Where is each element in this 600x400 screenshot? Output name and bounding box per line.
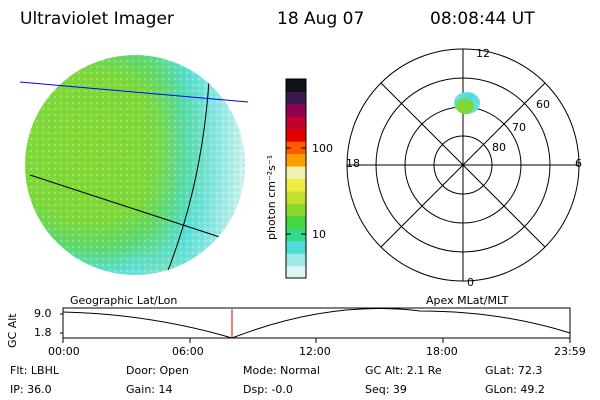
info-ip: IP: 36.0	[10, 383, 52, 396]
color-bar-segment	[286, 253, 306, 267]
color-bar-segment	[286, 228, 306, 242]
time-tick-1800: 18:00	[426, 345, 458, 358]
info-gc-alt: GC Alt: 2.1 Re	[365, 364, 442, 377]
info-filter: Flt: LBHL	[10, 364, 59, 377]
color-bar-segment	[286, 91, 306, 105]
lat-label-60: 60	[536, 98, 550, 111]
time-tick-2359: 23:59	[554, 345, 586, 358]
color-bar-segment	[286, 79, 306, 92]
lat-label-70: 70	[512, 121, 526, 134]
polar-plot	[346, 48, 580, 282]
latitude-line	[29, 174, 239, 244]
instrument-title: Ultraviolet Imager	[20, 9, 174, 29]
geographic-disk	[19, 55, 249, 275]
altitude-curve	[62, 308, 571, 339]
colorbar-tick-100: 100	[312, 142, 333, 155]
color-bar-segment	[286, 153, 306, 167]
auroral-blob	[454, 92, 480, 114]
mlt-label-0: 0	[467, 276, 474, 289]
altitude-tick-low: 1.8	[34, 326, 52, 339]
info-seq: Seq: 39	[365, 383, 407, 396]
info-glon: GLon: 49.2	[485, 383, 545, 396]
color-bar-segment	[286, 103, 306, 117]
colorbar-tick-10: 10	[312, 228, 326, 241]
time-tick-0600: 06:00	[172, 345, 204, 358]
info-mode: Mode: Normal	[243, 364, 320, 377]
colorbar-unit-label: photon cm⁻²s⁻¹	[265, 154, 278, 240]
info-gain: Gain: 14	[126, 383, 173, 396]
time-label: 08:08:44 UT	[430, 9, 535, 29]
date-label: 18 Aug 07	[277, 9, 365, 29]
info-dsp: Dsp: -0.0	[243, 383, 293, 396]
color-bar-ticks	[286, 147, 306, 235]
mlt-label-6: 6	[575, 157, 582, 170]
lat-label-80: 80	[492, 141, 506, 154]
time-tick-0000: 00:00	[48, 345, 80, 358]
info-door: Door: Open	[126, 364, 189, 377]
color-bar-segment	[286, 166, 306, 179]
color-bar-segment	[286, 190, 306, 204]
mlt-label-18: 18	[346, 157, 360, 170]
color-bar-segment	[286, 178, 306, 192]
color-bar-segment	[286, 116, 306, 130]
altitude-strip-frame	[60, 307, 571, 343]
color-bar-frame	[285, 78, 307, 279]
meridian-line	[159, 61, 211, 275]
color-bar-segment	[286, 141, 306, 155]
time-tick-1200: 12:00	[299, 345, 331, 358]
color-bar-segment	[286, 240, 306, 254]
color-bar-segment	[286, 215, 306, 229]
altitude-tick-high: 9.0	[34, 307, 52, 320]
color-bar-segment	[286, 128, 306, 142]
terminator-line	[19, 81, 249, 103]
altitude-axis-label: GC Alt	[6, 313, 19, 348]
color-bar-segment	[286, 265, 306, 279]
mlt-label-12: 12	[476, 47, 490, 60]
info-glat: GLat: 72.3	[485, 364, 543, 377]
polar-panel-label: Apex MLat/MLT	[426, 294, 509, 307]
color-bar-segment	[286, 203, 306, 217]
geographic-panel-label: Geographic Lat/Lon	[70, 294, 178, 307]
color-bar	[285, 78, 307, 279]
